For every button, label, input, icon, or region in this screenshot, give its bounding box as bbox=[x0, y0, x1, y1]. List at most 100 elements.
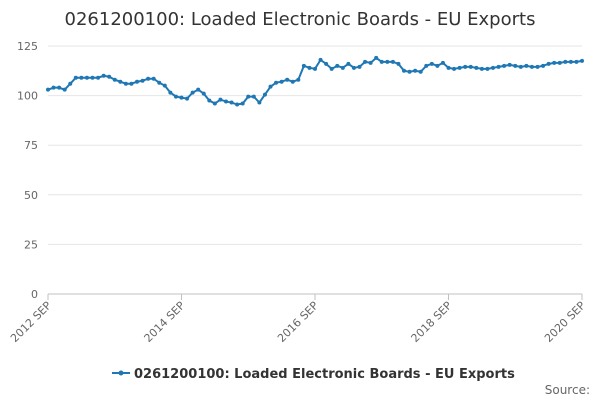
data-point[interactable] bbox=[346, 61, 351, 66]
data-point[interactable] bbox=[429, 61, 434, 66]
data-point[interactable] bbox=[135, 79, 139, 84]
data-point[interactable] bbox=[274, 80, 279, 85]
data-point[interactable] bbox=[496, 64, 501, 69]
data-point[interactable] bbox=[574, 59, 579, 64]
data-point[interactable] bbox=[118, 79, 123, 84]
data-point[interactable] bbox=[335, 63, 340, 68]
data-point[interactable] bbox=[185, 96, 190, 101]
data-point[interactable] bbox=[257, 100, 262, 105]
data-point[interactable] bbox=[79, 75, 84, 80]
data-point[interactable] bbox=[313, 66, 317, 71]
data-point[interactable] bbox=[485, 66, 490, 71]
data-point[interactable] bbox=[424, 63, 429, 68]
data-point[interactable] bbox=[146, 76, 151, 81]
data-point[interactable] bbox=[368, 60, 373, 65]
data-point[interactable] bbox=[46, 87, 50, 92]
data-point[interactable] bbox=[446, 65, 451, 70]
data-point[interactable] bbox=[385, 59, 390, 64]
data-point[interactable] bbox=[546, 61, 551, 66]
data-point[interactable] bbox=[390, 59, 395, 64]
data-point[interactable] bbox=[62, 87, 67, 92]
data-point[interactable] bbox=[251, 94, 256, 99]
data-point[interactable] bbox=[246, 94, 251, 99]
data-point[interactable] bbox=[318, 57, 323, 62]
data-point[interactable] bbox=[374, 55, 379, 60]
data-point[interactable] bbox=[379, 59, 384, 64]
data-point[interactable] bbox=[229, 100, 234, 105]
data-point[interactable] bbox=[568, 59, 573, 64]
data-point[interactable] bbox=[279, 79, 284, 84]
data-point[interactable] bbox=[396, 61, 401, 66]
data-point[interactable] bbox=[502, 63, 507, 68]
data-point[interactable] bbox=[357, 64, 362, 69]
data-point[interactable] bbox=[140, 78, 145, 83]
data-point[interactable] bbox=[407, 69, 412, 74]
data-point[interactable] bbox=[535, 64, 540, 69]
data-point[interactable] bbox=[524, 63, 529, 68]
data-point[interactable] bbox=[474, 65, 479, 70]
data-point[interactable] bbox=[452, 66, 457, 71]
data-point[interactable] bbox=[301, 63, 306, 68]
data-point[interactable] bbox=[463, 64, 468, 69]
data-point[interactable] bbox=[51, 85, 56, 90]
data-point[interactable] bbox=[90, 75, 95, 80]
data-point[interactable] bbox=[529, 64, 534, 69]
data-point[interactable] bbox=[107, 74, 112, 79]
data-point[interactable] bbox=[351, 65, 356, 70]
data-point[interactable] bbox=[557, 60, 562, 65]
data-point[interactable] bbox=[363, 59, 368, 64]
data-point[interactable] bbox=[290, 79, 295, 84]
data-point[interactable] bbox=[173, 94, 178, 99]
data-point[interactable] bbox=[340, 65, 345, 70]
data-point[interactable] bbox=[563, 59, 568, 64]
data-point[interactable] bbox=[479, 66, 484, 71]
data-point[interactable] bbox=[491, 65, 495, 70]
data-point[interactable] bbox=[418, 69, 423, 74]
data-point[interactable] bbox=[129, 81, 134, 86]
data-point[interactable] bbox=[518, 64, 523, 69]
data-point[interactable] bbox=[218, 97, 223, 102]
data-point[interactable] bbox=[190, 90, 195, 95]
data-point[interactable] bbox=[552, 60, 557, 65]
data-point[interactable] bbox=[541, 63, 546, 68]
data-point[interactable] bbox=[402, 68, 406, 73]
data-point[interactable] bbox=[240, 101, 245, 106]
y-axis: 0 25 50 75 100 125 bbox=[17, 40, 38, 301]
data-point[interactable] bbox=[268, 84, 273, 89]
data-point[interactable] bbox=[513, 63, 518, 68]
legend[interactable]: 0261200100: Loaded Electronic Boards - E… bbox=[112, 367, 515, 382]
data-point[interactable] bbox=[285, 77, 290, 82]
data-point[interactable] bbox=[457, 65, 462, 70]
data-point[interactable] bbox=[96, 75, 101, 80]
data-point[interactable] bbox=[413, 68, 418, 73]
data-point[interactable] bbox=[84, 75, 89, 80]
data-point[interactable] bbox=[162, 83, 167, 88]
data-point[interactable] bbox=[123, 81, 128, 86]
data-point[interactable] bbox=[112, 77, 117, 82]
data-point[interactable] bbox=[57, 85, 62, 90]
data-point[interactable] bbox=[329, 66, 334, 71]
data-point[interactable] bbox=[580, 58, 584, 63]
data-point[interactable] bbox=[207, 98, 212, 103]
data-point[interactable] bbox=[101, 73, 106, 78]
data-point[interactable] bbox=[201, 91, 206, 96]
data-point[interactable] bbox=[307, 65, 312, 70]
grid bbox=[48, 45, 582, 295]
data-point[interactable] bbox=[212, 101, 217, 106]
data-point[interactable] bbox=[157, 80, 162, 85]
data-point[interactable] bbox=[440, 60, 445, 65]
data-point[interactable] bbox=[507, 62, 512, 67]
data-point[interactable] bbox=[468, 64, 473, 69]
data-point[interactable] bbox=[73, 75, 78, 80]
data-point[interactable] bbox=[296, 77, 301, 82]
data-point[interactable] bbox=[435, 63, 440, 68]
data-point[interactable] bbox=[179, 95, 184, 100]
data-point[interactable] bbox=[262, 92, 267, 97]
data-point[interactable] bbox=[235, 102, 240, 107]
data-point[interactable] bbox=[196, 87, 201, 92]
data-point[interactable] bbox=[324, 61, 329, 66]
data-point[interactable] bbox=[168, 90, 173, 95]
data-point[interactable] bbox=[224, 99, 228, 104]
data-point[interactable] bbox=[151, 76, 156, 81]
data-point[interactable] bbox=[68, 81, 73, 86]
